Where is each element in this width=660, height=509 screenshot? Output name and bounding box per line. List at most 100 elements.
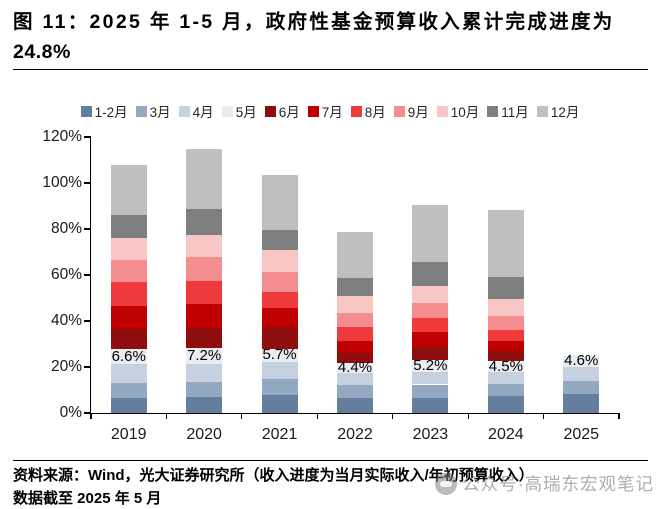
y-axis-tick-label: 100% — [42, 174, 82, 191]
legend-swatch-icon — [393, 105, 405, 117]
bar-segment-11月 — [412, 262, 449, 286]
x-axis-tick — [618, 413, 620, 419]
chart-legend: 1-2月 3月 4月 5月 6月 7月 8月 9月 10月 11月 12月 — [0, 101, 660, 121]
legend-swatch-icon — [536, 105, 548, 117]
legend-label: 5月 — [235, 105, 257, 120]
x-axis-category-label: 2024 — [488, 426, 524, 443]
bar-segment-4月 — [110, 364, 147, 383]
bar-segment-7月 — [261, 308, 298, 327]
x-axis-tick — [90, 413, 92, 419]
x-axis-tick — [392, 413, 394, 419]
bar-2019: 6.6% — [91, 137, 166, 413]
bar-segment-12月 — [261, 174, 298, 231]
bar-segment-4月 — [186, 364, 223, 382]
bar-2021: 5.7% — [242, 137, 317, 413]
x-axis-category-label: 2020 — [186, 426, 222, 443]
figure-title: 图 11：2025 年 1-5 月，政府性基金预算收入累计完成进度为 24.8% — [13, 7, 651, 67]
legend-item: 12月 — [536, 101, 580, 121]
bar-segment-10月 — [261, 250, 298, 273]
y-axis-tick — [84, 366, 91, 368]
wechat-account-logo-icon — [435, 472, 458, 495]
bar-segment-7月 — [336, 341, 373, 353]
x-axis-tick — [316, 413, 318, 419]
bar-segment-4月 — [563, 366, 600, 382]
watermark: 公众号·高瑞东宏观笔记 — [435, 471, 654, 496]
legend-swatch-icon — [80, 105, 92, 117]
source-note-line1: 资料来源：Wind，光大证券研究所（收入进度为当月实际收入/年初预算收入） — [13, 467, 534, 484]
bar-segment-5月 — [412, 359, 449, 372]
bar-segment-6月 — [487, 351, 524, 362]
bar-segment-7月 — [186, 304, 223, 328]
bar-segment-12月 — [110, 164, 147, 215]
source-note: 资料来源：Wind，光大证券研究所（收入进度为当月实际收入/年初预算收入） 数据… — [13, 465, 658, 509]
legend-label: 1-2月 — [94, 105, 128, 120]
footer-divider — [13, 460, 648, 461]
legend-label: 4月 — [192, 105, 214, 120]
bar-segment-5月 — [336, 362, 373, 373]
legend-label: 12月 — [550, 105, 580, 120]
bar-segment-4月 — [487, 371, 524, 384]
bar-segment-10月 — [487, 299, 524, 316]
legend-swatch-icon — [436, 105, 448, 117]
bar-segment-5月 — [563, 355, 600, 367]
y-axis-tick-label: 40% — [50, 312, 82, 329]
plot-area: 2019 6.6% 2020 7.2% 2021 5.7% 2022 4.4% 2023 5.2%… — [84, 136, 620, 443]
x-axis-category-label: 2022 — [337, 426, 373, 443]
legend-swatch-icon — [264, 105, 276, 117]
bar-segment-1-2月 — [563, 394, 600, 413]
bar-segment-3月 — [261, 378, 298, 396]
bar-segment-7月 — [412, 332, 449, 348]
legend-item: 4月 — [178, 101, 214, 121]
bar-segment-12月 — [412, 205, 449, 263]
bar-segment-1-2月 — [110, 397, 147, 413]
bar-2023: 5.2% — [393, 137, 468, 413]
bar-segment-1-2月 — [412, 397, 449, 413]
x-axis-tick — [542, 413, 545, 419]
bar-segment-9月 — [412, 302, 449, 318]
y-axis-tick — [84, 182, 91, 184]
legend-item: 3月 — [135, 101, 171, 121]
x-axis-category-label: 2025 — [563, 426, 600, 443]
may-value-label: 7.2% — [187, 346, 222, 364]
x-axis-category-label: 2023 — [412, 426, 449, 443]
bar-2024: 4.5% — [468, 137, 543, 413]
y-axis-tick — [84, 320, 91, 322]
bar-segment-5月 — [186, 347, 223, 365]
y-axis-tick — [84, 228, 91, 230]
bar-segment-3月 — [563, 381, 600, 395]
bar-segment-5月 — [261, 348, 298, 362]
x-axis-category-label: 2021 — [261, 426, 298, 443]
y-axis-tick-label: 60% — [50, 266, 82, 283]
bar-segment-10月 — [186, 234, 223, 258]
bar-segment-10月 — [110, 238, 147, 261]
bar-segment-12月 — [487, 210, 524, 278]
y-axis-tick-label: 20% — [50, 358, 82, 375]
legend-swatch-icon — [221, 105, 233, 117]
y-axis-tick — [84, 412, 91, 414]
bar-segment-11月 — [261, 230, 298, 251]
legend-label: 3月 — [149, 105, 171, 120]
figure-title-line1: 图 11：2025 年 1-5 月，政府性基金预算收入累计完成进度为 — [13, 11, 615, 33]
bar-segment-1-2月 — [186, 396, 223, 413]
bar-segment-9月 — [487, 315, 524, 331]
y-axis-tick-label: 0% — [59, 404, 82, 421]
bar-segment-9月 — [261, 272, 298, 292]
bar-segment-11月 — [487, 277, 524, 300]
bar-segment-1-2月 — [261, 395, 298, 413]
legend-item: 9月 — [393, 101, 429, 121]
bar-segment-8月 — [487, 330, 524, 342]
bar-segment-6月 — [412, 347, 449, 360]
bar-2025: 4.6% — [544, 137, 619, 413]
bar-segment-10月 — [336, 296, 373, 313]
bar-segment-11月 — [336, 277, 373, 297]
bar-segment-9月 — [336, 312, 373, 328]
may-value-label: 5.2% — [413, 356, 448, 374]
legend-item: 5月 — [221, 101, 257, 121]
may-value-label: 4.6% — [564, 352, 599, 370]
bar-2022: 4.4% — [317, 137, 392, 413]
figure-title-line2: 24.8% — [13, 41, 71, 63]
bar-segment-3月 — [336, 385, 373, 398]
watermark-text: 公众号·高瑞东宏观笔记 — [462, 474, 654, 494]
legend-item: 11月 — [487, 101, 529, 121]
